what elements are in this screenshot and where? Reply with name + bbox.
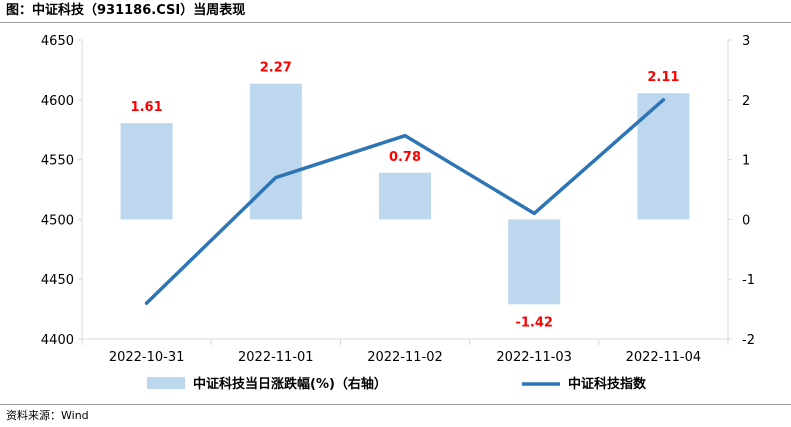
title-divider — [0, 22, 791, 23]
bar — [379, 172, 431, 220]
bar — [508, 219, 561, 305]
legend: 中证科技当日涨跌幅(%)（右轴） 中证科技指数 — [147, 376, 647, 392]
bar — [249, 83, 302, 220]
bar — [637, 93, 690, 220]
y-right-tick-label: -1 — [742, 273, 755, 288]
line-series — [144, 98, 666, 305]
line-point — [532, 211, 536, 215]
source-note: 资料来源：Wind — [6, 409, 89, 422]
line-point — [145, 301, 149, 305]
y-left-tick-label: 4650 — [41, 34, 74, 49]
line-point — [661, 98, 665, 102]
data-label: 2.27 — [260, 61, 292, 76]
x-tick-label: 2022-10-31 — [109, 350, 185, 365]
y-left-tick-label: 4400 — [41, 333, 74, 348]
y-left-tick-label: 4550 — [41, 154, 74, 169]
line-point — [403, 134, 407, 138]
data-label: 2.11 — [647, 70, 679, 85]
y-right-tick-label: 1 — [742, 154, 750, 169]
data-label: -1.42 — [515, 315, 552, 330]
line-point — [274, 176, 278, 180]
bar-series — [120, 83, 690, 305]
bar — [120, 123, 173, 220]
axes: 4400 4450 4500 4550 4600 4650 -2 -1 0 1 2 3 2022-10-… — [41, 34, 755, 365]
data-labels: 1.61 2.27 0.78 -1.42 2.11 — [131, 61, 680, 331]
y-left-tick-label: 4600 — [41, 94, 74, 109]
y-left-tick-label: 4500 — [41, 213, 74, 228]
legend-bar-swatch — [147, 377, 185, 389]
y-left-tick-label: 4450 — [41, 273, 74, 288]
data-label: 0.78 — [389, 150, 421, 165]
y-right-tick-label: -2 — [742, 333, 755, 348]
chart: 4400 4450 4500 4550 4600 4650 -2 -1 0 1 2 3 2022-10-… — [41, 34, 755, 392]
x-tick-label: 2022-11-03 — [496, 350, 572, 365]
y-right-tick-label: 2 — [742, 94, 750, 109]
legend-bar-label: 中证科技当日涨跌幅(%)（右轴） — [193, 376, 387, 392]
data-label: 1.61 — [131, 100, 163, 115]
footer-divider — [0, 404, 791, 405]
x-tick-label: 2022-11-01 — [238, 350, 314, 365]
chart-title: 图：中证科技（931186.CSI）当周表现 — [6, 3, 246, 18]
x-tick-label: 2022-11-04 — [626, 350, 702, 365]
x-tick-label: 2022-11-02 — [367, 350, 443, 365]
legend-line-label: 中证科技指数 — [568, 376, 647, 392]
y-right-tick-label: 3 — [742, 34, 750, 49]
y-right-tick-label: 0 — [742, 213, 750, 228]
